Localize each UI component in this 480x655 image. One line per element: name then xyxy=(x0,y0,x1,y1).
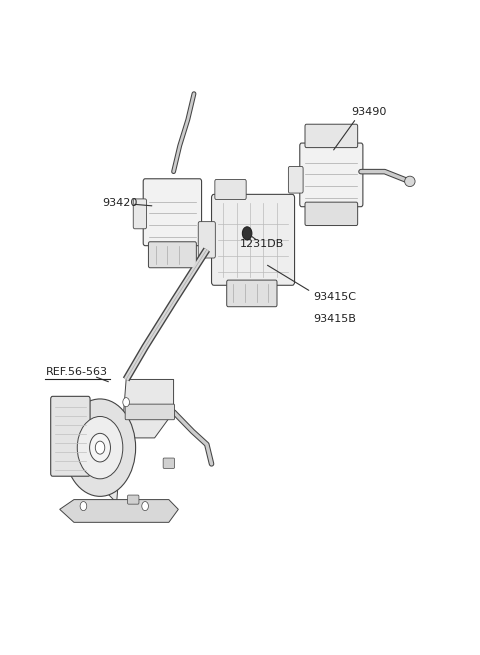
Circle shape xyxy=(90,434,110,462)
Circle shape xyxy=(96,441,105,454)
Circle shape xyxy=(64,399,136,496)
Circle shape xyxy=(77,417,123,479)
Circle shape xyxy=(242,227,252,240)
Text: 93420: 93420 xyxy=(102,198,138,208)
Text: 93415B: 93415B xyxy=(313,314,357,324)
Circle shape xyxy=(123,398,130,407)
FancyBboxPatch shape xyxy=(148,242,196,268)
Text: 1231DB: 1231DB xyxy=(240,239,284,250)
Text: REF.56-563: REF.56-563 xyxy=(46,367,108,377)
FancyBboxPatch shape xyxy=(212,195,295,286)
Ellipse shape xyxy=(405,176,415,187)
Text: 93490: 93490 xyxy=(351,107,387,117)
FancyBboxPatch shape xyxy=(128,495,139,504)
FancyBboxPatch shape xyxy=(51,396,90,476)
FancyBboxPatch shape xyxy=(215,179,246,200)
FancyBboxPatch shape xyxy=(198,221,216,258)
FancyBboxPatch shape xyxy=(300,143,363,207)
FancyBboxPatch shape xyxy=(288,166,303,193)
Polygon shape xyxy=(97,379,174,503)
Polygon shape xyxy=(60,500,179,522)
FancyBboxPatch shape xyxy=(143,179,202,246)
Circle shape xyxy=(80,502,87,511)
FancyBboxPatch shape xyxy=(227,280,277,307)
FancyBboxPatch shape xyxy=(133,199,146,229)
FancyBboxPatch shape xyxy=(305,202,358,225)
FancyBboxPatch shape xyxy=(305,124,358,147)
FancyBboxPatch shape xyxy=(125,404,175,420)
Text: 93415C: 93415C xyxy=(313,292,357,302)
Circle shape xyxy=(142,502,148,511)
FancyBboxPatch shape xyxy=(163,458,175,468)
